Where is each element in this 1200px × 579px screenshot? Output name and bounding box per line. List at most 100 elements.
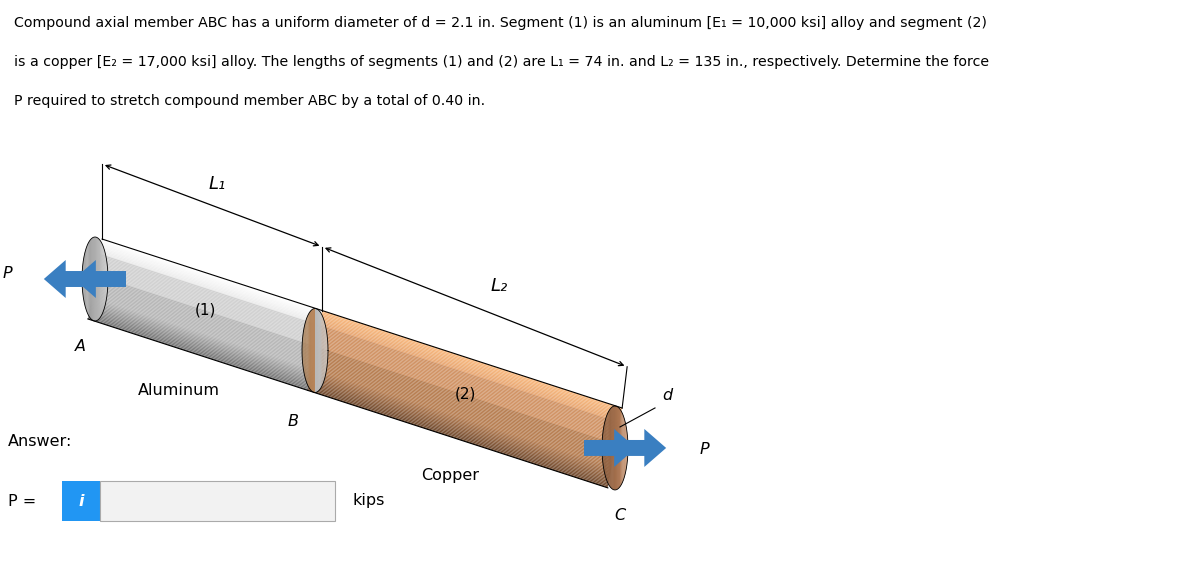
- Polygon shape: [311, 375, 611, 473]
- Polygon shape: [89, 315, 308, 388]
- Text: Answer:: Answer:: [8, 434, 72, 449]
- Polygon shape: [584, 429, 636, 467]
- Polygon shape: [96, 275, 316, 348]
- Text: A: A: [74, 339, 85, 354]
- Polygon shape: [89, 312, 310, 385]
- Polygon shape: [320, 317, 620, 416]
- Polygon shape: [94, 285, 314, 358]
- Polygon shape: [94, 283, 314, 356]
- Polygon shape: [97, 263, 318, 336]
- Polygon shape: [101, 245, 320, 318]
- Polygon shape: [308, 388, 608, 486]
- Polygon shape: [314, 354, 614, 453]
- Polygon shape: [44, 260, 96, 298]
- Polygon shape: [308, 385, 608, 484]
- Polygon shape: [94, 287, 313, 360]
- Polygon shape: [310, 381, 610, 480]
- Polygon shape: [320, 321, 620, 420]
- Polygon shape: [89, 314, 308, 386]
- Polygon shape: [92, 291, 313, 364]
- Polygon shape: [91, 296, 312, 369]
- Polygon shape: [316, 346, 616, 445]
- Text: P required to stretch compound member ABC by a total of 0.40 in.: P required to stretch compound member AB…: [14, 94, 486, 108]
- Polygon shape: [308, 389, 608, 488]
- Polygon shape: [317, 337, 617, 436]
- Polygon shape: [90, 308, 310, 381]
- Polygon shape: [316, 349, 616, 448]
- Polygon shape: [90, 305, 311, 377]
- Polygon shape: [311, 376, 611, 475]
- FancyBboxPatch shape: [100, 481, 335, 521]
- Polygon shape: [319, 323, 620, 422]
- Polygon shape: [313, 358, 613, 457]
- Polygon shape: [101, 247, 320, 320]
- Polygon shape: [102, 240, 322, 313]
- Polygon shape: [319, 325, 619, 424]
- Polygon shape: [316, 345, 616, 444]
- Polygon shape: [88, 318, 308, 390]
- Polygon shape: [314, 353, 614, 452]
- Polygon shape: [312, 365, 612, 464]
- Polygon shape: [311, 371, 612, 469]
- Polygon shape: [98, 259, 318, 332]
- Polygon shape: [314, 352, 614, 450]
- Polygon shape: [95, 276, 316, 349]
- Text: P: P: [700, 442, 709, 457]
- Polygon shape: [92, 294, 312, 367]
- Polygon shape: [319, 328, 619, 427]
- Text: Compound axial member ABC has a uniform diameter of d = 2.1 in. Segment (1) is a: Compound axial member ABC has a uniform …: [14, 16, 988, 30]
- Text: B: B: [288, 415, 299, 430]
- Text: Copper: Copper: [421, 468, 479, 483]
- Polygon shape: [91, 301, 311, 373]
- Polygon shape: [318, 331, 618, 429]
- Polygon shape: [88, 316, 308, 389]
- Text: is a copper [E₂ = 17,000 ksi] alloy. The lengths of segments (1) and (2) are L₁ : is a copper [E₂ = 17,000 ksi] alloy. The…: [14, 55, 990, 69]
- Text: P =: P =: [8, 493, 36, 508]
- Polygon shape: [96, 272, 316, 345]
- Polygon shape: [308, 384, 610, 482]
- Polygon shape: [89, 310, 310, 383]
- Polygon shape: [101, 248, 320, 321]
- Text: C: C: [614, 508, 625, 523]
- Polygon shape: [322, 313, 622, 412]
- Polygon shape: [98, 262, 318, 335]
- Polygon shape: [90, 303, 311, 376]
- Polygon shape: [311, 373, 611, 472]
- Text: d: d: [662, 389, 672, 404]
- Polygon shape: [95, 280, 314, 353]
- Polygon shape: [317, 339, 617, 437]
- Polygon shape: [92, 290, 313, 362]
- Polygon shape: [310, 383, 610, 481]
- Polygon shape: [95, 278, 316, 350]
- Polygon shape: [318, 332, 618, 431]
- Polygon shape: [90, 307, 310, 380]
- Polygon shape: [98, 258, 319, 331]
- Polygon shape: [319, 327, 619, 426]
- Polygon shape: [97, 267, 317, 340]
- Polygon shape: [100, 254, 319, 327]
- Polygon shape: [314, 356, 614, 455]
- Polygon shape: [312, 364, 613, 463]
- Polygon shape: [102, 239, 322, 312]
- Polygon shape: [98, 261, 318, 333]
- Polygon shape: [318, 333, 618, 432]
- Text: P: P: [2, 266, 12, 281]
- Text: (2): (2): [455, 387, 475, 402]
- Polygon shape: [96, 274, 316, 346]
- Text: L₁: L₁: [209, 175, 226, 193]
- Polygon shape: [322, 314, 622, 413]
- Polygon shape: [322, 312, 622, 411]
- FancyBboxPatch shape: [62, 481, 100, 521]
- Text: L₂: L₂: [491, 277, 509, 295]
- Polygon shape: [320, 316, 622, 415]
- Polygon shape: [311, 372, 611, 471]
- Polygon shape: [318, 329, 619, 428]
- Polygon shape: [317, 336, 618, 435]
- Polygon shape: [317, 341, 617, 440]
- Polygon shape: [102, 241, 322, 314]
- Polygon shape: [100, 252, 319, 325]
- Polygon shape: [97, 266, 317, 339]
- Polygon shape: [96, 270, 317, 343]
- Polygon shape: [98, 256, 319, 329]
- Text: i: i: [78, 493, 84, 508]
